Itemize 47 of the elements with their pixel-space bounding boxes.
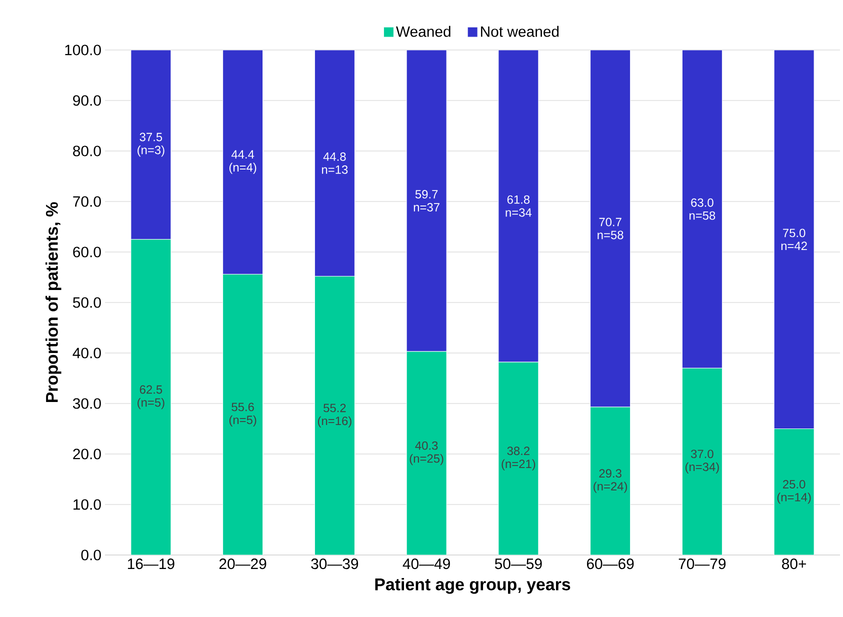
x-tick-label: 60—69	[586, 558, 634, 570]
y-tick-label: 30.0	[72, 398, 101, 409]
data-label: 75.0 n=42	[781, 228, 807, 250]
x-tick-label: 80+	[782, 558, 806, 570]
legend-label: Weaned	[396, 26, 450, 37]
data-label: 37.5 (n=3)	[138, 132, 164, 157]
y-tick-label: 80.0	[73, 146, 101, 156]
data-label: 55.2 (n=16)	[318, 404, 352, 428]
data-label: 70.7 n=58	[598, 218, 624, 240]
x-tick-label: 20—29	[219, 558, 266, 570]
x-tick-label: 16—19	[128, 558, 174, 570]
x-tick-label: 30—39	[311, 558, 358, 570]
data-label: 25.0 (n=14)	[777, 480, 811, 504]
y-tick-label: 50.0	[72, 297, 101, 308]
bar	[130, 239, 172, 555]
data-label: 63.0 n=58	[690, 198, 716, 220]
data-label: 44.4 (n=4)	[229, 150, 256, 174]
y-axis-title: Proportion of patients, %	[45, 202, 62, 402]
data-label: 61.8 n=34	[506, 195, 532, 217]
bar	[590, 406, 631, 555]
x-tick-label: 40—49	[402, 558, 450, 570]
data-label: 62.5 (n=5)	[138, 385, 164, 410]
x-axis-title: Patient age group, years	[375, 578, 570, 594]
data-label: 29.3 (n=24)	[594, 469, 628, 493]
y-tick-label: 10.0	[74, 499, 101, 510]
data-label: 55.6 (n=5)	[229, 402, 256, 426]
data-label: 37.0 (n=34)	[685, 450, 719, 474]
bar	[498, 362, 539, 555]
data-label: 40.3 (n=25)	[410, 441, 444, 466]
bar	[222, 274, 264, 555]
y-tick-label: 0.0	[81, 550, 101, 560]
data-label: 59.7 n=37	[414, 190, 440, 212]
data-label: 44.8 n=13	[322, 152, 348, 174]
y-tick-label: 40.0	[72, 348, 101, 358]
y-tick-label: 20.0	[73, 448, 101, 460]
bar	[314, 276, 355, 555]
x-tick-label: 70—79	[678, 558, 726, 570]
data-label: 38.2 (n=21)	[502, 446, 536, 470]
x-tick-label: 50—59	[494, 558, 542, 570]
y-tick-label: 70.0	[73, 196, 101, 207]
y-tick-label: 90.0	[73, 95, 101, 106]
bar	[406, 351, 447, 555]
legend-label: Not weaned	[481, 26, 559, 37]
bar	[682, 368, 722, 555]
y-tick-label: 60.0	[73, 246, 101, 258]
bar	[774, 428, 814, 555]
y-tick-label: 100.0	[65, 44, 101, 56]
